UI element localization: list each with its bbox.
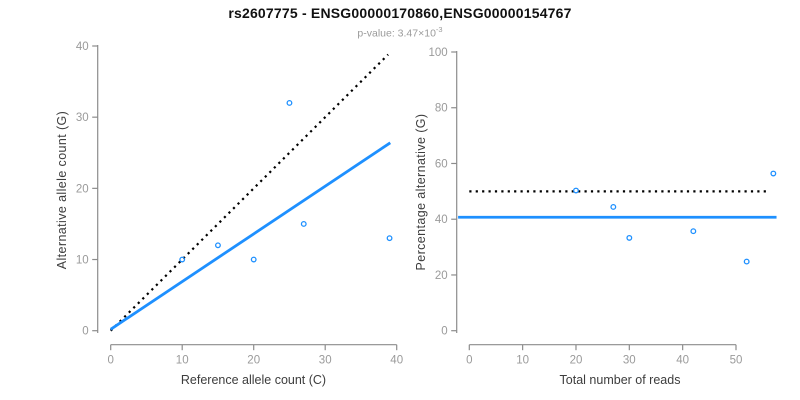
data-point xyxy=(179,256,186,263)
data-point xyxy=(386,235,393,242)
data-point xyxy=(690,228,697,235)
y-tick-label: 10 xyxy=(76,255,89,267)
data-point xyxy=(626,234,633,241)
chart-title: rs2607775 - ENSG00000170860,ENSG00000154… xyxy=(228,5,572,21)
data-point xyxy=(770,170,777,177)
x-tick-label: 10 xyxy=(176,355,189,367)
y-axis-title: Percentage alternative (G) xyxy=(414,113,428,270)
x-axis-title: Total number of reads xyxy=(560,373,681,387)
x-tick-label: 10 xyxy=(516,355,529,367)
y-tick-label: 100 xyxy=(429,47,448,59)
y-tick-label: 20 xyxy=(76,183,89,195)
y-tick-label: 0 xyxy=(82,326,88,338)
x-tick-label: 40 xyxy=(390,355,403,367)
y-tick-label: 40 xyxy=(76,41,89,53)
y-tick-label: 80 xyxy=(435,103,448,115)
y-tick-label: 60 xyxy=(435,158,448,170)
x-tick-label: 20 xyxy=(247,355,260,367)
left-plot: 0 10 20 30 40 0 10 20 30 40 Reference allele count… xyxy=(55,41,403,387)
x-tick-label: 30 xyxy=(319,355,332,367)
data-point xyxy=(250,256,257,263)
y-tick-label: 30 xyxy=(76,112,89,124)
x-tick-label: 40 xyxy=(676,355,689,367)
x-tick-label: 20 xyxy=(570,355,583,367)
data-point xyxy=(573,187,579,194)
y-tick-label: 40 xyxy=(435,214,448,226)
data-point xyxy=(286,99,293,106)
p-value-exponent: -3 xyxy=(435,25,443,34)
x-tick-label: 0 xyxy=(107,355,113,367)
p-value-text: p-value: 3.47×10 xyxy=(357,27,436,40)
data-point xyxy=(214,242,221,249)
chart-subtitle: p-value: 3.47×10-3 xyxy=(0,25,800,40)
identity-line xyxy=(109,53,389,332)
data-point xyxy=(610,204,617,210)
x-tick-label: 0 xyxy=(466,355,472,367)
right-plot: 0 10 20 30 40 50 0 20 40 60 80 100 Total number of r… xyxy=(414,47,777,387)
x-tick-label: 30 xyxy=(623,355,636,367)
x-tick-label: 50 xyxy=(730,355,743,367)
data-point xyxy=(743,258,750,265)
data-point xyxy=(300,220,307,227)
y-axis-title: Alternative allele count (G) xyxy=(55,111,69,270)
x-axis-title: Reference allele count (C) xyxy=(181,373,326,387)
regression-line xyxy=(109,141,392,331)
y-tick-label: 20 xyxy=(435,270,448,282)
y-tick-label: 0 xyxy=(441,326,447,338)
